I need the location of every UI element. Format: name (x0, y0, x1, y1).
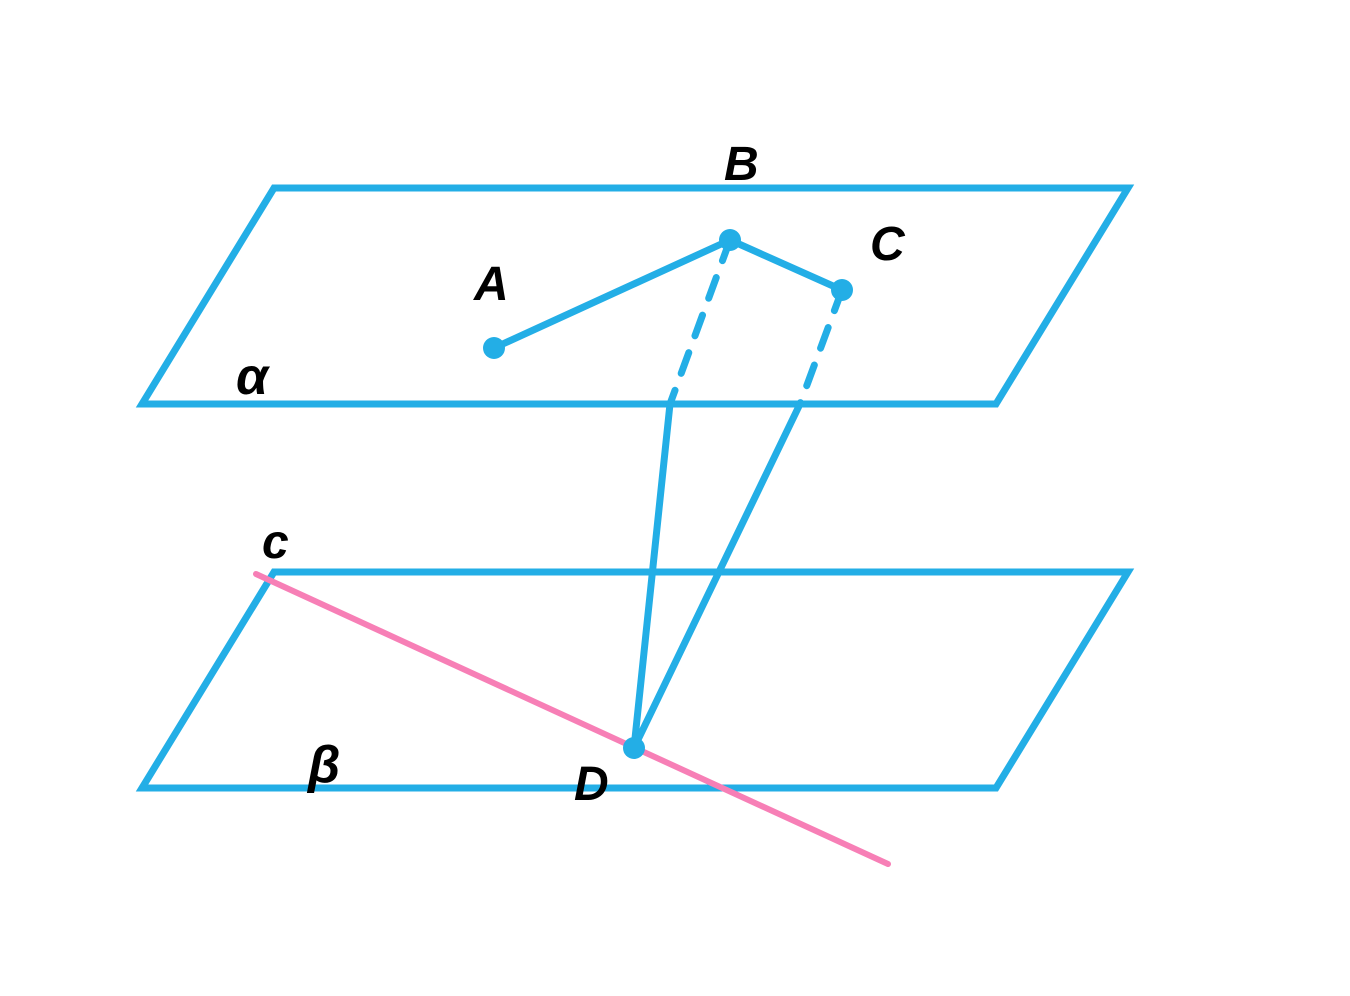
label-B: B (724, 138, 759, 191)
label-A: A (473, 258, 509, 311)
point-B (719, 229, 741, 251)
label-C: C (870, 218, 906, 271)
segment-BD-lower (634, 404, 670, 748)
label-beta: β (306, 736, 340, 794)
label-c: c (262, 516, 289, 569)
label-D: D (574, 758, 609, 811)
segment-CD-upper (800, 290, 842, 404)
plane-alpha (142, 188, 1128, 404)
label-alpha: α (236, 348, 271, 406)
point-A (483, 337, 505, 359)
point-C (831, 279, 853, 301)
line-c (256, 574, 888, 864)
point-D (623, 737, 645, 759)
segment-BC (730, 240, 842, 290)
geometry-diagram: A B C D α β c (0, 0, 1350, 996)
segment-CD-lower (634, 404, 800, 748)
